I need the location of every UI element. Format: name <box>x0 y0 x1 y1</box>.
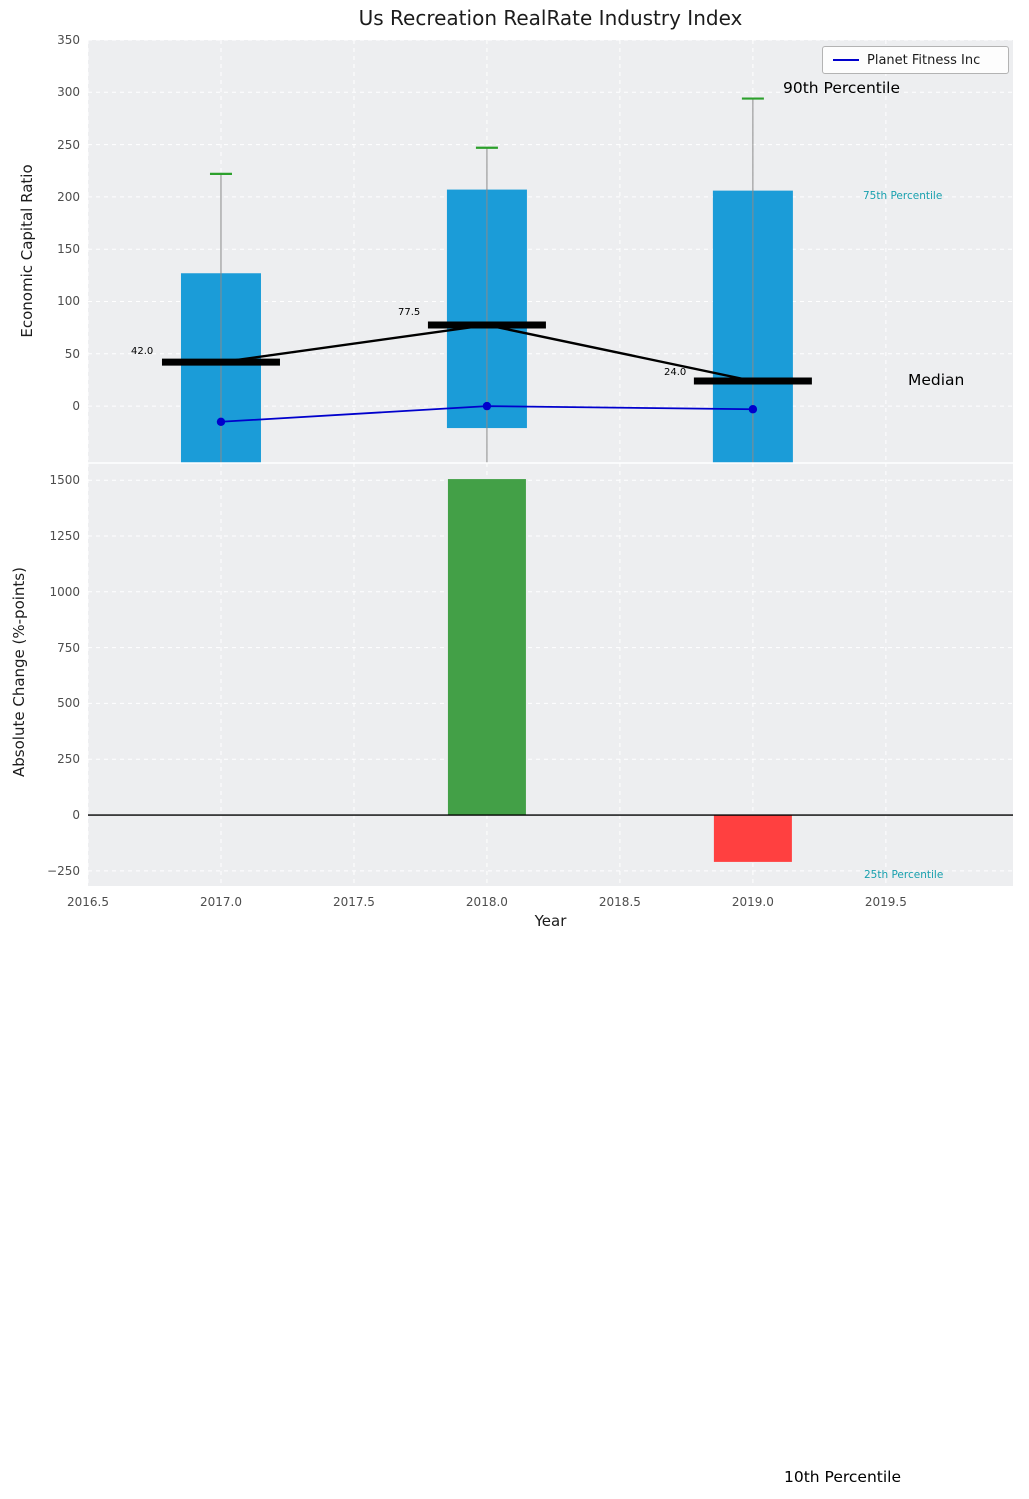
chart-title: Us Recreation RealRate Industry Index <box>358 6 743 30</box>
p90-annotation: 90th Percentile <box>783 79 901 97</box>
xtick-2017.5: 2017.5 <box>332 895 375 909</box>
ytick-bottom-1000: 1000 <box>49 584 80 599</box>
ytick-top-300: 300 <box>57 85 80 100</box>
xtick-2016.5: 2016.5 <box>67 895 109 909</box>
ytick-top-50: 50 <box>64 346 80 361</box>
xtick-2019.5: 2019.5 <box>864 895 907 909</box>
ytick-bottom-500: 500 <box>57 696 80 711</box>
xtick-2017: 2017.0 <box>199 895 242 909</box>
ytick-top-350: 350 <box>57 33 80 47</box>
xtick-2019: 2019.0 <box>731 895 774 909</box>
legend-line-sample <box>833 59 859 61</box>
change-bar-2018 <box>447 479 526 816</box>
xtick-2018: 2018.0 <box>465 895 508 909</box>
ytick-top-200: 200 <box>57 189 80 204</box>
company-point-2017 <box>216 417 226 426</box>
change-bar-2019 <box>713 815 792 862</box>
ytick-bottom-250: 250 <box>57 752 80 767</box>
p75-annotation: 75th Percentile <box>863 190 943 202</box>
median-value-2017: 42.0 <box>131 346 154 357</box>
x-axis-label: Year <box>534 912 567 930</box>
xtick-2018.5: 2018.5 <box>598 895 641 909</box>
ytick-bottom-750: 750 <box>57 640 80 655</box>
ytick-bottom-1250: 1250 <box>49 528 80 543</box>
ytick-top-100: 100 <box>57 294 80 309</box>
company-point-2019 <box>748 405 758 414</box>
median-value-2019: 24.0 <box>664 367 687 378</box>
median-value-2018: 77.5 <box>398 307 421 318</box>
ytick-bottom--250: −250 <box>47 863 80 878</box>
median-annotation: Median <box>908 371 965 389</box>
ytick-bottom-0: 0 <box>72 808 80 823</box>
ytick-top-150: 150 <box>57 242 80 257</box>
legend-label: Planet Fitness Inc <box>867 52 981 68</box>
ytick-top-0: 0 <box>72 399 80 414</box>
company-point-2018 <box>482 401 492 411</box>
bottom-panel-bg <box>88 463 1013 886</box>
legend: Planet Fitness Inc <box>822 46 1009 74</box>
p25-annotation: 25th Percentile <box>864 869 944 881</box>
p10-annotation: 10th Percentile <box>784 1468 902 1486</box>
ytick-top-250: 250 <box>57 137 80 152</box>
ytick-bottom-1500: 1500 <box>49 473 80 488</box>
